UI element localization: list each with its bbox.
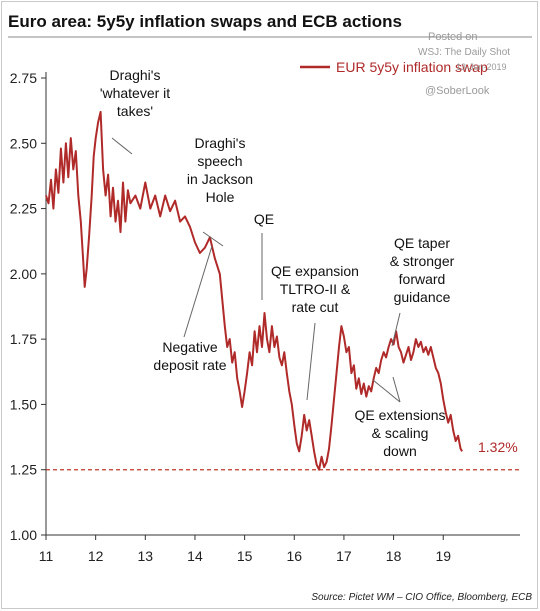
x-tick-label: 18 xyxy=(386,548,402,564)
y-tick-label: 1.75 xyxy=(10,331,37,347)
watermark-line1: Posted on xyxy=(428,31,478,43)
annotation-text: Draghi's speech in Jackson Hole xyxy=(187,135,253,205)
y-tick-label: 1.50 xyxy=(10,396,37,412)
annotation-leader xyxy=(306,322,316,401)
watermark-line3: 13-Jun-2019 xyxy=(456,62,507,72)
annotation-leader xyxy=(202,231,224,247)
source-note: Source: Pictet WM – CIO Office, Bloomber… xyxy=(311,592,532,603)
y-tick-label: 2.00 xyxy=(10,266,37,282)
x-tick-label: 15 xyxy=(237,548,253,564)
x-tick-label: 19 xyxy=(435,548,451,564)
annotation-text: QE extensions & scaling down xyxy=(354,407,445,459)
annotation-leader xyxy=(391,312,401,347)
y-tick-label: 2.75 xyxy=(10,70,37,86)
annotation-leader xyxy=(392,376,401,403)
x-tick-label: 16 xyxy=(286,548,302,564)
watermark: Posted on WSJ: The Daily Shot 13-Jun-201… xyxy=(418,31,510,97)
annotation-leaders xyxy=(111,137,401,403)
annotation-leader xyxy=(372,379,401,403)
annotation-leader xyxy=(111,137,133,155)
series-group xyxy=(45,110,463,471)
watermark-line4: @SoberLook xyxy=(425,85,490,97)
annotation-text: Negative deposit rate xyxy=(153,339,226,373)
series-line xyxy=(45,110,463,471)
y-tick-label: 1.25 xyxy=(10,462,37,478)
y-tick-label: 2.50 xyxy=(10,135,37,151)
end-value-label: 1.32% xyxy=(478,439,518,455)
x-tick-label: 13 xyxy=(138,548,154,564)
annotation-text: QE xyxy=(254,211,274,227)
legend: EUR 5y5y inflation swap xyxy=(300,59,488,75)
axes: 1.00 1.25 1.50 1.75 2.00 2.25 2.50 2.75 11 12 13 14… xyxy=(10,70,520,564)
annotation-text: QE taper & stronger forward guidance xyxy=(390,235,455,305)
watermark-line2: WSJ: The Daily Shot xyxy=(418,47,510,58)
annotation-text: Draghi's'whatever it takes' xyxy=(100,67,170,119)
y-tick-label: 2.25 xyxy=(10,201,37,217)
y-tick-label: 1.00 xyxy=(10,527,37,543)
legend-label: EUR 5y5y inflation swap xyxy=(336,59,488,75)
chart-title: Euro area: 5y5y inflation swaps and ECB … xyxy=(8,12,402,31)
x-tick-label: 17 xyxy=(336,548,352,564)
x-tick-label: 11 xyxy=(39,548,54,564)
annotation-text: QE expansion TLTRO-II & rate cut xyxy=(271,263,359,315)
x-tick-label: 12 xyxy=(88,548,104,564)
x-tick-label: 14 xyxy=(187,548,203,564)
annotation-leader xyxy=(183,245,213,338)
annotations: Draghi's'whatever it takes' Draghi's speech… xyxy=(100,67,455,459)
